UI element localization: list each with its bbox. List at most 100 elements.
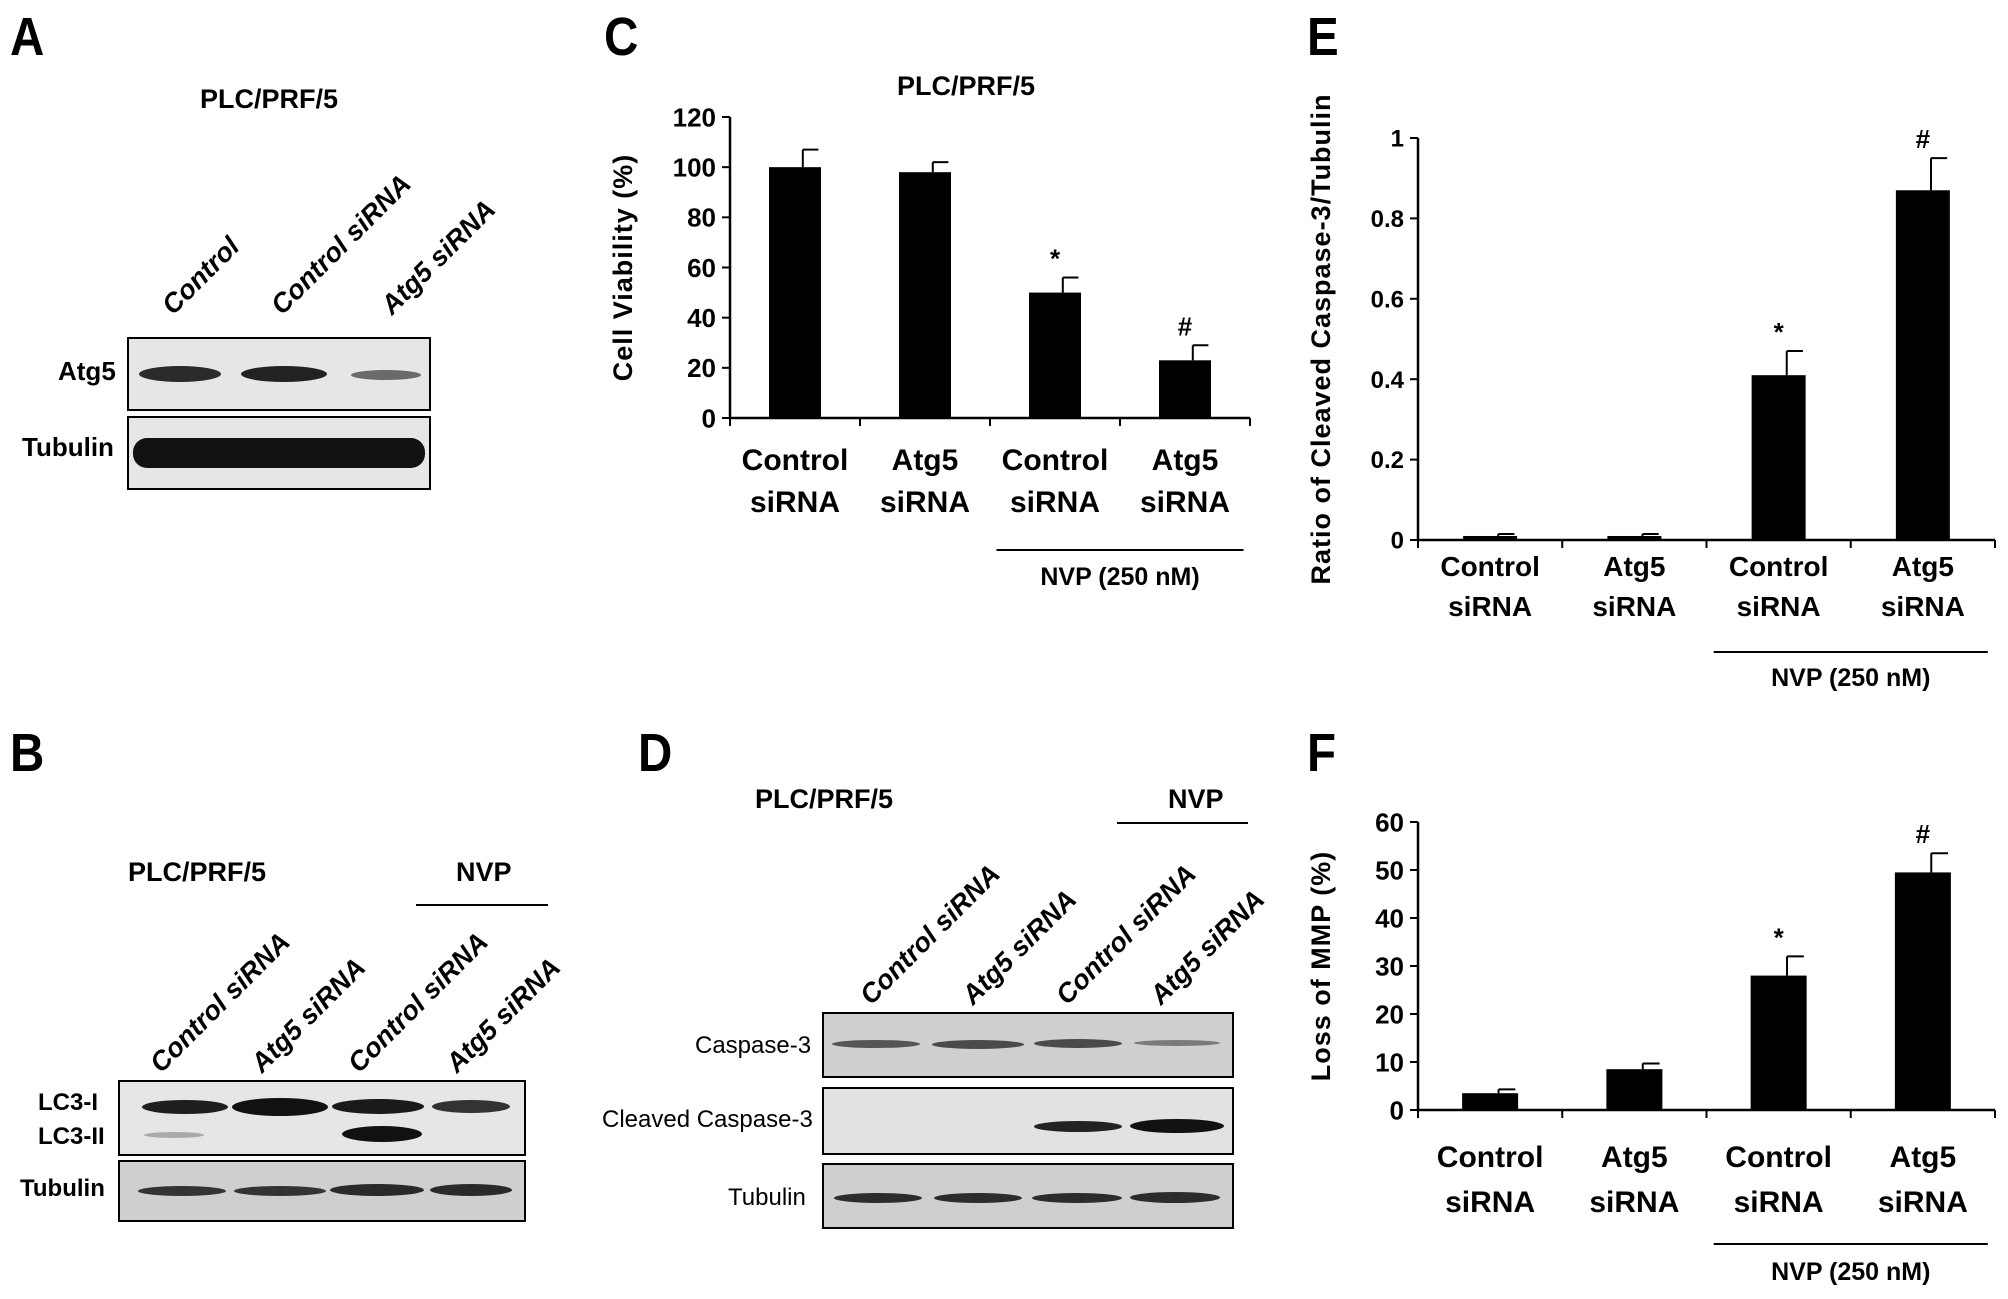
panel-b-blot-tubulin [118, 1160, 526, 1222]
bar-3 [1751, 375, 1806, 540]
category-label-line1: Control [1440, 551, 1540, 582]
band [138, 1186, 226, 1196]
category-label-line2: siRNA [1881, 591, 1965, 622]
panel-a-blot-atg5 [127, 337, 431, 411]
panel-letter-f: F [1307, 723, 1337, 783]
group-label: NVP (250 nM) [1771, 664, 1930, 692]
band [241, 366, 327, 382]
y-tick-label: 0.4 [1371, 367, 1405, 394]
panel-b-row-tubulin: Tubulin [20, 1175, 105, 1202]
y-tick-label: 0.2 [1371, 447, 1404, 474]
category-label-line2: siRNA [880, 486, 970, 519]
bar-3 [1029, 292, 1081, 418]
y-tick-label: 60 [687, 253, 716, 283]
y-tick-label: 40 [687, 303, 716, 333]
band [133, 438, 425, 468]
band [234, 1186, 326, 1196]
y-tick-label: 60 [1375, 807, 1404, 837]
y-tick-label: 30 [1375, 951, 1404, 981]
panel-d-treatment: NVP [1168, 784, 1224, 814]
category-label-line1: Atg5 [892, 444, 959, 477]
band [934, 1193, 1022, 1203]
band [1032, 1193, 1122, 1203]
significance-mark: * [1774, 922, 1785, 952]
panel-a-blot-tubulin [127, 416, 431, 490]
category-label-line1: Atg5 [1601, 1141, 1668, 1174]
panel-a-row-tubulin: Tubulin [22, 432, 114, 462]
significance-mark: * [1774, 317, 1785, 347]
bar-2 [899, 172, 951, 418]
panel-d-cell-line: PLC/PRF/5 [755, 784, 894, 814]
panel-letter-d: D [638, 723, 673, 783]
panel-letter-e: E [1307, 7, 1339, 67]
y-tick-label: 40 [1375, 903, 1404, 933]
category-label-line2: siRNA [1010, 486, 1100, 519]
bar-2 [1607, 535, 1662, 540]
panel-d-blot-caspase3 [822, 1012, 1234, 1078]
bar-1 [769, 167, 821, 418]
panel-b-nvp-line [416, 904, 548, 906]
chart-title: PLC/PRF/5 [897, 71, 1035, 101]
band [1130, 1119, 1224, 1133]
band [834, 1193, 922, 1203]
category-label-line2: siRNA [1737, 591, 1821, 622]
band [332, 1099, 424, 1114]
panel-d-row-tubulin: Tubulin [728, 1184, 806, 1211]
significance-mark: # [1178, 311, 1193, 341]
category-label-line2: siRNA [750, 486, 840, 519]
y-tick-label: 0 [702, 403, 716, 433]
panel-letter-c: C [604, 7, 639, 67]
group-label: NVP (250 nM) [1040, 563, 1199, 591]
category-label-line1: Atg5 [1603, 551, 1665, 582]
panel-a-row-atg5: Atg5 [58, 356, 116, 386]
bar-1 [1462, 1093, 1519, 1110]
band [139, 366, 221, 382]
band [144, 1132, 204, 1138]
panel-b-blot-lc3 [118, 1080, 526, 1156]
panel-b-cell-line: PLC/PRF/5 [128, 857, 267, 887]
bar-3 [1750, 975, 1807, 1110]
category-label-line2: siRNA [1140, 486, 1230, 519]
y-tick-label: 0.8 [1371, 206, 1404, 233]
category-label-line1: Control [1002, 444, 1109, 477]
bar-2 [1606, 1069, 1663, 1110]
significance-mark: # [1916, 124, 1931, 154]
y-tick-label: 1 [1391, 126, 1404, 153]
panel-b-row-lc3-i: LC3-I [38, 1089, 98, 1116]
panel-d-blot-cleaved [822, 1087, 1234, 1155]
panel-a-cell-line: PLC/PRF/5 [200, 84, 339, 114]
category-label-line2: siRNA [1878, 1186, 1968, 1219]
panel-b-treatment: NVP [456, 857, 512, 887]
significance-mark: * [1050, 244, 1061, 274]
band [832, 1040, 920, 1048]
y-axis-label: Loss of MMP (%) [1306, 851, 1336, 1082]
category-label-line1: Atg5 [1892, 551, 1954, 582]
bar-4 [1894, 872, 1951, 1110]
y-tick-label: 0.6 [1371, 286, 1404, 313]
group-label: NVP (250 nM) [1771, 1258, 1930, 1286]
y-tick-label: 0 [1391, 528, 1404, 555]
category-label-line1: Atg5 [1152, 444, 1219, 477]
bar-1 [1463, 535, 1518, 540]
band [232, 1098, 328, 1116]
category-label-line2: siRNA [1734, 1186, 1824, 1219]
panel-letter-a: A [10, 7, 45, 67]
category-label-line2: siRNA [1592, 591, 1676, 622]
band [342, 1126, 422, 1142]
category-label-line1: Control [1437, 1141, 1544, 1174]
band [932, 1040, 1024, 1049]
category-label-line1: Atg5 [1890, 1141, 1957, 1174]
category-label-line2: siRNA [1448, 591, 1532, 622]
panel-d-nvp-line [1117, 822, 1248, 824]
y-tick-label: 10 [1375, 1047, 1404, 1077]
bar-4 [1159, 360, 1211, 418]
band [1034, 1121, 1122, 1132]
category-label-line1: Control [742, 444, 849, 477]
y-tick-label: 20 [687, 353, 716, 383]
category-label-line2: siRNA [1589, 1186, 1679, 1219]
panel-d-blot-tubulin [822, 1163, 1234, 1229]
category-label-line1: Control [1729, 551, 1829, 582]
band [1034, 1039, 1122, 1048]
